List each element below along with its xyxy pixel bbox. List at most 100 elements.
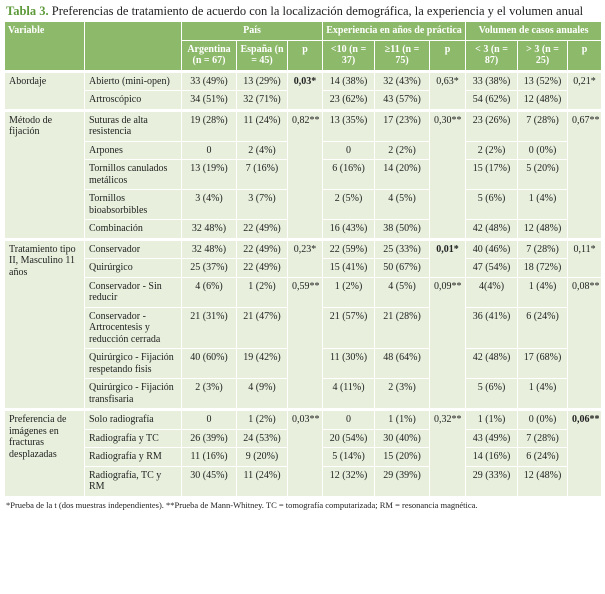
p-value: 0,59** [286, 276, 324, 410]
table-row: Combinación 32 48%) 22 (49%) 16 (43%) 38 (50… [5, 219, 602, 239]
value-cell: 32 (43%) [374, 69, 431, 91]
value-cell: 1 (2%) [322, 276, 376, 307]
value-cell: 25 (37%) [181, 258, 237, 277]
value-cell: 12 (32%) [322, 465, 376, 496]
value-cell: 3 (7%) [236, 189, 288, 220]
value-cell: 33 (38%) [465, 69, 519, 91]
p-value: 0,30** [429, 108, 467, 239]
table-row: Preferencia de imágenes en fracturas des… [4, 408, 603, 496]
p-value: 0,23* [286, 237, 324, 277]
p-value: 0,06** [567, 408, 603, 496]
table-row: Tornillos canulados metálicos 13 (19%) 7 (… [5, 159, 602, 190]
table-row: Artroscópico 34 (51%) 32 (71%) 23 (62%) 43 (… [5, 90, 602, 110]
value-cell: 1 (2%) [236, 276, 288, 307]
value-cell: 6 (24%) [517, 447, 569, 466]
value-cell: 1 (2%) [236, 408, 288, 429]
value-cell: 7 (28%) [517, 428, 569, 448]
row-label: Quirúrgico - Fijación respetando fisis [84, 348, 182, 379]
value-cell: 13 (35%) [322, 108, 376, 141]
value-cell: 2 (2%) [465, 140, 519, 160]
column-header: p [567, 39, 603, 72]
p-value: 0,09** [429, 276, 467, 410]
value-cell: 50 (67%) [374, 258, 431, 277]
value-cell: 15 (20%) [374, 447, 431, 466]
value-cell: 7 (28%) [517, 237, 569, 259]
value-cell: 22 (59%) [322, 237, 376, 259]
table-row: Radiografía y RM 11 (16%) 9 (20%) 5 (14%) 15… [5, 447, 602, 466]
value-cell: 30 (45%) [181, 465, 237, 496]
value-cell: 43 (57%) [374, 90, 431, 110]
value-cell: 40 (60%) [181, 348, 237, 379]
value-cell: 0 (0%) [517, 408, 569, 429]
value-cell: 13 (19%) [181, 159, 237, 190]
variable-cell: Tratamiento tipo II, Masculino 11 años [4, 237, 85, 410]
value-cell: 36 (41%) [465, 306, 519, 349]
value-cell: 25 (33%) [374, 237, 431, 259]
value-cell: 13 (52%) [517, 69, 569, 91]
value-cell: 5 (20%) [517, 159, 569, 190]
p-value: 0,03** [286, 408, 324, 496]
value-cell: 13 (29%) [236, 69, 288, 91]
value-cell: 54 (62%) [465, 90, 519, 110]
value-cell: 43 (49%) [465, 428, 519, 448]
column-header: p [286, 39, 324, 72]
table-row: Conservador - Artrocentesis y reducción … [5, 306, 602, 349]
value-cell: 18 (72%) [517, 258, 569, 277]
table-row: Radiografía, TC y RM 30 (45%) 11 (24%) 12 (… [5, 465, 602, 496]
value-cell: 3 (4%) [181, 189, 237, 220]
row-label: Conservador [84, 237, 182, 259]
value-cell: 29 (33%) [465, 465, 519, 496]
value-cell: 20 (54%) [322, 428, 376, 448]
value-cell: 14 (38%) [322, 69, 376, 91]
column-header: > 3 (n = 25) [517, 39, 569, 72]
value-cell: 21 (28%) [374, 306, 431, 349]
value-cell: 6 (24%) [517, 306, 569, 349]
row-label: Quirúrgico [84, 258, 182, 277]
row-label: Suturas de alta resistencia [84, 108, 182, 141]
value-cell: 0 [181, 408, 237, 429]
value-cell: 7 (28%) [517, 108, 569, 141]
value-cell: 21 (47%) [236, 306, 288, 349]
table-row: Quirúrgico - Fijación respetando fisis 40… [5, 348, 602, 379]
value-cell: 11 (16%) [181, 447, 237, 466]
column-header: España (n = 45) [236, 39, 288, 72]
page: Tabla 3. Preferencias de tratamiento de … [0, 4, 605, 594]
row-label: Radiografía y RM [84, 447, 182, 466]
value-cell: 15 (17%) [465, 159, 519, 190]
value-cell: 4 (5%) [374, 189, 431, 220]
value-cell: 5 (6%) [465, 378, 519, 410]
header-cell: Variable [4, 21, 85, 72]
value-cell: 19 (42%) [236, 348, 288, 379]
table-row: Quirúrgico - Fijación transfisaria 2 (3%)… [5, 378, 602, 410]
value-cell: 9 (20%) [236, 447, 288, 466]
p-value: 0,82** [286, 108, 324, 239]
value-cell: 22 (49%) [236, 237, 288, 259]
column-header: p [429, 39, 467, 72]
row-label: Combinación [84, 219, 182, 239]
value-cell: 7 (16%) [236, 159, 288, 190]
value-cell: 4 (5%) [374, 276, 431, 307]
value-cell: 17 (23%) [374, 108, 431, 141]
variable-cell: Preferencia de imágenes en fracturas des… [4, 408, 85, 496]
variable-cell: Abordaje [4, 69, 85, 110]
value-cell: 1 (1%) [465, 408, 519, 429]
value-cell: 4(4%) [465, 276, 519, 307]
table-row: Abordaje Abierto (mini-open) 33 (49%) 13 (2… [4, 69, 603, 110]
row-label: Abierto (mini-open) [84, 69, 182, 91]
data-table: Variable País Experiencia en años de práct… [4, 21, 603, 496]
value-cell: 47 (54%) [465, 258, 519, 277]
value-cell: 22 (49%) [236, 258, 288, 277]
value-cell: 40 (46%) [465, 237, 519, 259]
value-cell: 15 (41%) [322, 258, 376, 277]
header-row: Variable País Experiencia en años de práct… [4, 21, 603, 72]
value-cell: 4 (9%) [236, 378, 288, 410]
value-cell: 1 (4%) [517, 276, 569, 307]
value-cell: 2 (3%) [374, 378, 431, 410]
p-value: 0,63* [429, 69, 467, 110]
row-label: Quirúrgico - Fijación transfisaria [84, 378, 182, 410]
value-cell: 2 (4%) [236, 140, 288, 160]
value-cell: 48 (64%) [374, 348, 431, 379]
row-label: Tornillos bioabsorbibles [84, 189, 182, 220]
row-label: Solo radiografía [84, 408, 182, 429]
value-cell: 4 (11%) [322, 378, 376, 410]
